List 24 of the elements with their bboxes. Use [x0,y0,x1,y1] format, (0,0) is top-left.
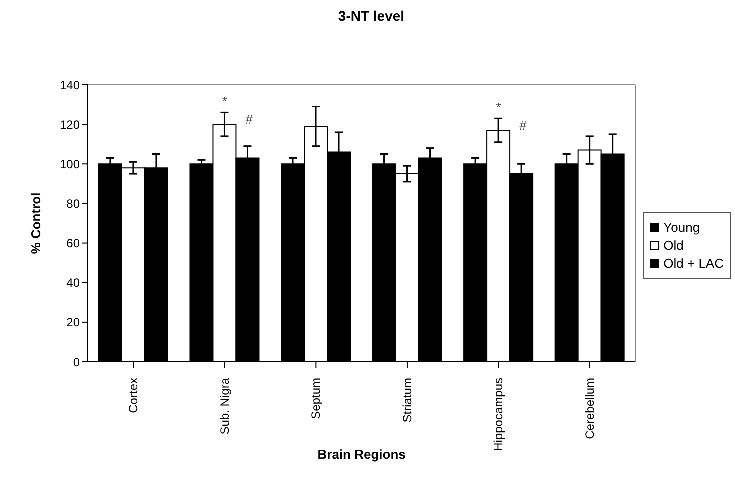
y-tick-label: 80 [66,196,80,211]
annotation: # [520,118,528,134]
annotation: * [222,94,228,110]
annotation: # [246,112,254,128]
y-tick-label: 20 [66,316,80,330]
x-tick-label: Septum [309,378,324,420]
x-tick-label: Sub. Nigra [218,378,232,435]
x-tick-label: Hippocampus [492,378,506,452]
legend-label: Young [664,220,700,235]
x-tick-label: Cerebellum [583,378,598,440]
y-tick-label: 0 [73,355,80,370]
y-tick-label: 100 [60,157,80,172]
y-tick-label: 60 [66,236,80,251]
legend-label: Old + LAC [664,256,724,271]
annotation: * [496,100,502,116]
x-tick-label: Cortex [126,378,141,414]
x-tick-label: Striatum [400,378,414,423]
y-tick-label: 140 [60,78,80,92]
x-axis-title: Brain Regions [318,447,406,462]
y-tick-label: 120 [60,118,80,132]
legend-label: Old [664,238,684,253]
y-axis-title: % Control [28,192,44,254]
chart-title: 3-NT level [337,8,406,24]
y-tick-label: 40 [66,276,80,290]
